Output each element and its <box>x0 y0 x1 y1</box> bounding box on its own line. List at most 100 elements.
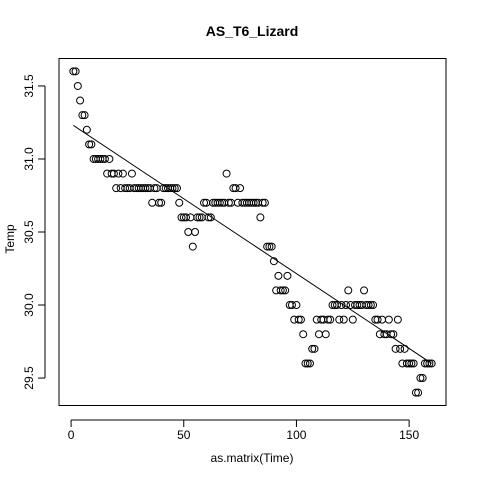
point <box>310 344 319 353</box>
point <box>418 374 427 383</box>
point <box>206 213 215 222</box>
trend-line <box>73 124 432 364</box>
point <box>396 344 405 353</box>
point <box>416 374 425 383</box>
point <box>339 315 348 324</box>
point <box>76 96 85 105</box>
x-tick-label: 0 <box>68 428 75 442</box>
x-axis-label: as.matrix(Time) <box>211 451 294 465</box>
point <box>337 301 346 310</box>
y-tick-label: 30.5 <box>22 220 36 244</box>
y-tick-label: 30.0 <box>22 293 36 317</box>
point <box>391 344 400 353</box>
point <box>373 315 382 324</box>
point <box>85 140 94 149</box>
point <box>188 242 197 251</box>
point <box>400 344 409 353</box>
point <box>425 359 434 368</box>
plot-box <box>58 58 447 406</box>
point <box>348 315 357 324</box>
y-tick-label: 29.5 <box>22 366 36 390</box>
point <box>127 169 136 178</box>
y-tick-label: 31.5 <box>22 74 36 98</box>
x-tick-label: 150 <box>399 428 419 442</box>
point <box>301 359 310 368</box>
point <box>287 301 296 310</box>
point <box>360 286 369 295</box>
point <box>405 359 414 368</box>
point <box>154 198 163 207</box>
point <box>184 228 193 236</box>
point <box>366 301 375 310</box>
point <box>335 315 344 324</box>
point <box>215 198 224 207</box>
point <box>321 330 330 339</box>
point <box>260 198 269 207</box>
point <box>323 315 332 324</box>
point <box>224 198 233 207</box>
point <box>170 184 179 193</box>
point <box>364 301 373 310</box>
point <box>342 301 351 310</box>
point <box>305 359 314 368</box>
point <box>231 184 240 193</box>
point <box>378 315 387 324</box>
point <box>105 154 114 163</box>
x-tick-label: 100 <box>286 428 306 442</box>
point <box>157 198 166 207</box>
point <box>328 301 337 310</box>
point <box>112 184 121 193</box>
point <box>326 315 335 324</box>
point <box>200 198 209 207</box>
point <box>173 184 182 193</box>
point <box>276 286 285 295</box>
point <box>281 286 290 295</box>
point <box>249 198 258 207</box>
point <box>294 315 303 324</box>
point <box>191 228 200 236</box>
point <box>148 198 157 207</box>
point <box>175 198 184 207</box>
point <box>274 271 283 280</box>
point <box>267 242 276 251</box>
point <box>118 169 127 178</box>
point <box>236 184 245 193</box>
y-axis-label: Temp <box>3 224 17 254</box>
point <box>411 388 420 397</box>
point <box>278 286 287 295</box>
point <box>73 81 82 90</box>
point <box>427 359 436 368</box>
chart-title: AS_T6_Lizard <box>206 23 299 39</box>
point <box>80 111 89 120</box>
point <box>407 359 416 368</box>
point <box>100 154 109 163</box>
point <box>265 242 274 251</box>
point <box>292 301 301 310</box>
point <box>296 315 305 324</box>
x-tick-label: 50 <box>177 428 191 442</box>
point <box>333 301 342 310</box>
point <box>303 359 312 368</box>
point <box>384 315 393 324</box>
point <box>344 286 353 295</box>
point <box>369 301 378 310</box>
point <box>222 169 231 178</box>
point <box>82 125 91 134</box>
point <box>141 184 150 193</box>
point <box>177 213 186 222</box>
point <box>182 213 191 222</box>
point <box>414 388 423 397</box>
point <box>283 271 292 280</box>
point <box>263 242 272 251</box>
point <box>96 154 105 163</box>
point <box>109 169 118 178</box>
point <box>258 198 267 207</box>
point <box>186 213 195 222</box>
point <box>314 330 323 339</box>
point <box>409 359 418 368</box>
point <box>308 344 317 353</box>
point <box>256 213 265 222</box>
point <box>195 213 204 222</box>
point <box>114 169 123 178</box>
